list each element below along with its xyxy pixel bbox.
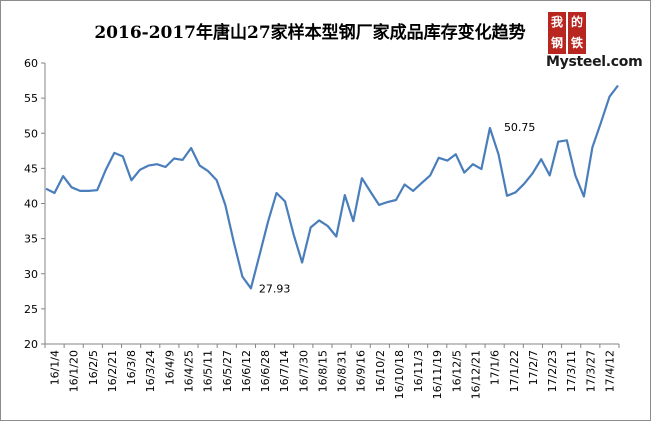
y-tick-label: 30 <box>24 268 38 281</box>
x-tick-label: 16/10/18 <box>393 350 406 399</box>
x-tick-label: 16/6/12 <box>240 350 253 392</box>
y-tick-label: 50 <box>24 127 38 140</box>
plot-area: 27.93 50.75 <box>45 84 619 295</box>
x-tick-label: 17/1/22 <box>508 350 521 392</box>
x-tick-label: 16/2/5 <box>87 350 100 385</box>
logo-glyph: 的 <box>570 15 583 29</box>
series-line <box>45 84 619 290</box>
x-tick-label: 17/3/11 <box>565 350 578 392</box>
y-tick-label: 25 <box>24 303 38 316</box>
y-tick-label: 20 <box>24 338 38 351</box>
x-tick-label: 17/3/27 <box>584 350 597 392</box>
logo-box-right: 的 铁 <box>568 12 586 54</box>
chart-title: 2016-2017年唐山27家样本型钢厂家成品库存变化趋势 <box>94 23 526 43</box>
x-tick-label: 16/1/4 <box>49 350 62 385</box>
logo-glyph: 我 <box>550 15 563 29</box>
logo-box-left: 我 钢 <box>548 12 566 54</box>
x-tick-label: 16/7/30 <box>297 350 310 392</box>
x-tick-label: 16/6/28 <box>259 350 272 392</box>
axes <box>44 63 619 345</box>
x-tick-label: 16/4/9 <box>163 350 176 385</box>
x-tick-label: 16/12/5 <box>450 350 463 392</box>
x-tick-label: 17/2/7 <box>527 350 540 385</box>
x-tick-label: 16/7/14 <box>278 350 291 392</box>
x-tick-label: 16/8/15 <box>316 350 329 392</box>
x-tick-label: 16/3/24 <box>144 350 157 392</box>
x-tick-label: 16/3/8 <box>125 350 138 385</box>
data-label: 27.93 <box>259 282 291 295</box>
x-tick-label: 16/4/25 <box>183 350 196 392</box>
x-tick-label: 17/4/12 <box>603 350 616 392</box>
y-tick-label: 35 <box>24 233 38 246</box>
y-tick-label: 45 <box>24 162 38 175</box>
x-tick-label: 16/5/11 <box>202 350 215 392</box>
y-tick-label: 60 <box>24 57 38 70</box>
x-tick-label: 16/10/2 <box>374 350 387 392</box>
x-tick-label: 16/11/3 <box>412 350 425 392</box>
x-tick-label: 16/9/16 <box>355 350 368 392</box>
x-tick-label: 16/5/27 <box>221 350 234 392</box>
y-axis-ticks: 20 25 30 35 40 45 50 55 60 <box>24 57 45 351</box>
y-tick-label: 40 <box>24 198 38 211</box>
data-label: 50.75 <box>504 121 536 134</box>
logo-glyph: 钢 <box>550 36 563 50</box>
logo-text: Mysteel.com <box>546 54 643 70</box>
x-tick-label: 16/12/21 <box>470 350 483 399</box>
x-tick-label: 16/8/31 <box>336 350 349 392</box>
x-tick-label: 16/1/20 <box>68 350 81 392</box>
x-axis-ticks: 16/1/4 16/1/20 16/2/5 16/2/21 16/3/8 16/3/24 1… <box>44 344 620 399</box>
x-tick-label: 16/11/19 <box>431 350 444 399</box>
logo-glyph: 铁 <box>570 36 583 50</box>
x-tick-label: 16/2/21 <box>106 350 119 392</box>
x-tick-label: 17/1/6 <box>489 350 502 385</box>
x-tick-label: 17/2/23 <box>546 350 559 392</box>
mysteel-logo: 我 钢 的 铁 Mysteel.com <box>540 12 648 74</box>
y-tick-label: 55 <box>24 92 38 105</box>
